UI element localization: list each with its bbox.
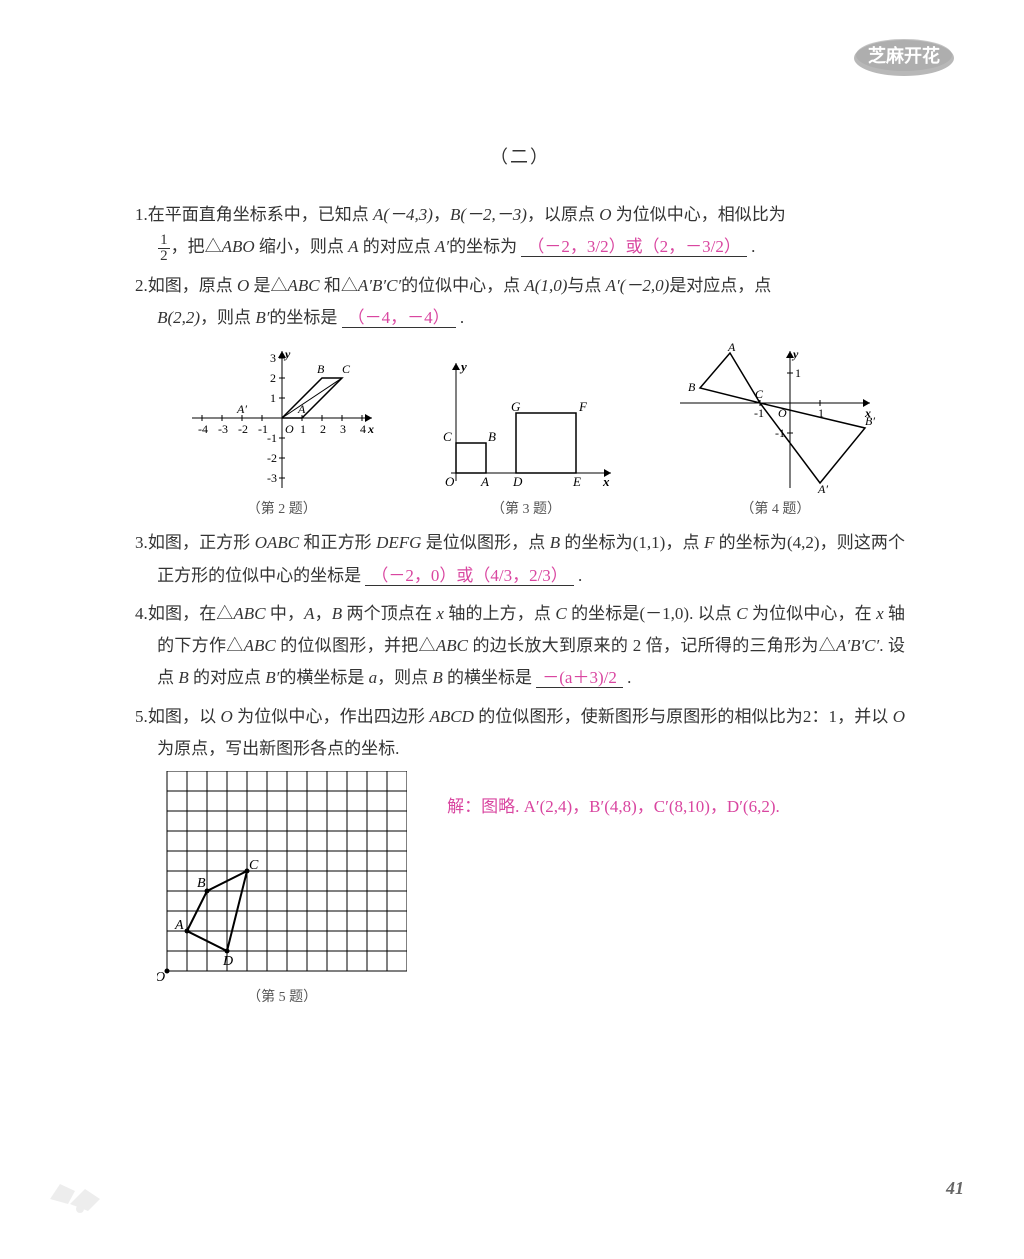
svg-text:-1: -1 bbox=[775, 426, 785, 440]
svg-text:D: D bbox=[512, 474, 523, 489]
p5-num: 5. bbox=[135, 707, 148, 726]
p2-answer: （－4，－4） bbox=[342, 308, 456, 328]
svg-text:3: 3 bbox=[270, 351, 276, 365]
svg-text:B′: B′ bbox=[865, 414, 875, 428]
svg-text:-4: -4 bbox=[198, 422, 208, 436]
svg-text:A′: A′ bbox=[236, 402, 247, 416]
page-number: 41 bbox=[946, 1178, 964, 1199]
figure-3-svg: O A B C D E F G y x bbox=[431, 353, 621, 493]
svg-text:A: A bbox=[174, 918, 184, 933]
problem-1: 1.在平面直角坐标系中，已知点 A(－4,3)，B(－2,－3)，以原点 O 为… bbox=[135, 199, 905, 264]
svg-text:O: O bbox=[285, 422, 294, 436]
svg-text:y: y bbox=[791, 347, 799, 361]
svg-text:A′: A′ bbox=[817, 482, 828, 493]
svg-text:B: B bbox=[488, 429, 496, 444]
problem-4: 4.如图，在△ABC 中，A，B 两个顶点在 x 轴的上方，点 C 的坐标是(－… bbox=[135, 598, 905, 695]
svg-text:E: E bbox=[572, 474, 581, 489]
corner-decoration bbox=[30, 1149, 120, 1229]
section-title: （二） bbox=[135, 140, 905, 174]
figure-2-caption: （第 2 题） bbox=[247, 497, 317, 524]
svg-text:-3: -3 bbox=[218, 422, 228, 436]
p3-num: 3. bbox=[135, 533, 148, 552]
svg-text:A: A bbox=[480, 474, 489, 489]
p2-num: 2. bbox=[135, 276, 148, 295]
svg-text:C: C bbox=[443, 429, 452, 444]
p1-answer: （－2，3/2）或（2，－3/2） bbox=[521, 237, 746, 257]
brand-logo: 芝麻开花 bbox=[844, 30, 964, 80]
figure-5: O A B C D （第 5 题） bbox=[157, 771, 407, 1012]
svg-text:O: O bbox=[157, 970, 165, 981]
figures-row-234: -4-3-2-1 1234 123 -1-2-3 O A A′ B C y x … bbox=[135, 343, 905, 524]
figure-4-svg: y x O -1 1 1 -1 A B C A′ B′ bbox=[670, 343, 880, 493]
figure-3: O A B C D E F G y x （第 3 题） bbox=[431, 353, 621, 524]
svg-text:芝麻开花: 芝麻开花 bbox=[868, 45, 940, 66]
page-content: （二） 1.在平面直角坐标系中，已知点 A(－4,3)，B(－2,－3)，以原点… bbox=[135, 140, 905, 1018]
svg-text:D: D bbox=[222, 954, 233, 969]
svg-text:O: O bbox=[445, 474, 455, 489]
svg-text:2: 2 bbox=[270, 371, 276, 385]
svg-text:3: 3 bbox=[340, 422, 346, 436]
svg-text:-2: -2 bbox=[267, 451, 277, 465]
svg-text:x: x bbox=[367, 422, 374, 436]
svg-text:C: C bbox=[249, 858, 259, 873]
svg-text:-1: -1 bbox=[754, 406, 764, 420]
svg-text:B: B bbox=[317, 362, 325, 376]
svg-text:A: A bbox=[727, 343, 736, 354]
figure-4: y x O -1 1 1 -1 A B C A′ B′ bbox=[670, 343, 880, 524]
figure-5-svg: O A B C D bbox=[157, 771, 407, 981]
svg-text:1: 1 bbox=[270, 391, 276, 405]
problem-5: 5.如图，以 O 为位似中心，作出四边形 ABCD 的位似图形，使新图形与原图形… bbox=[135, 701, 905, 1012]
svg-text:-2: -2 bbox=[238, 422, 248, 436]
problem-3: 3.如图，正方形 OABC 和正方形 DEFG 是位似图形，点 B 的坐标为(1… bbox=[135, 527, 905, 592]
svg-text:A: A bbox=[297, 402, 306, 416]
svg-text:-1: -1 bbox=[267, 431, 277, 445]
svg-text:1: 1 bbox=[795, 366, 801, 380]
problem-2: 2.如图，原点 O 是△ABC 和△A′B′C′的位似中心，点 A(1,0)与点… bbox=[135, 270, 905, 335]
p4-answer: －(a＋3)/2 bbox=[536, 668, 623, 688]
figure-3-caption: （第 3 题） bbox=[491, 497, 561, 524]
svg-text:y: y bbox=[459, 359, 467, 374]
svg-text:C: C bbox=[342, 362, 351, 376]
figure-5-caption: （第 5 题） bbox=[247, 985, 317, 1012]
svg-text:B: B bbox=[688, 380, 696, 394]
p3-answer: （－2，0）或（4/3，2/3） bbox=[365, 566, 573, 586]
svg-text:2: 2 bbox=[320, 422, 326, 436]
svg-text:F: F bbox=[578, 399, 588, 414]
figure-2: -4-3-2-1 1234 123 -1-2-3 O A A′ B C y x … bbox=[182, 343, 382, 524]
figure-2-svg: -4-3-2-1 1234 123 -1-2-3 O A A′ B C y x bbox=[182, 343, 382, 493]
svg-text:1: 1 bbox=[300, 422, 306, 436]
p1-num: 1. bbox=[135, 205, 148, 224]
svg-text:-3: -3 bbox=[267, 471, 277, 485]
svg-text:B: B bbox=[197, 876, 206, 891]
svg-text:G: G bbox=[511, 399, 521, 414]
figure-4-caption: （第 4 题） bbox=[740, 497, 810, 524]
svg-text:4: 4 bbox=[360, 422, 366, 436]
p4-num: 4. bbox=[135, 604, 148, 623]
svg-text:C: C bbox=[755, 387, 764, 401]
p5-answer: 解：图略. A′(2,4)，B′(4,8)，C′(8,10)，D′(6,2). bbox=[447, 791, 780, 823]
svg-text:y: y bbox=[283, 347, 291, 361]
svg-text:x: x bbox=[602, 474, 610, 489]
